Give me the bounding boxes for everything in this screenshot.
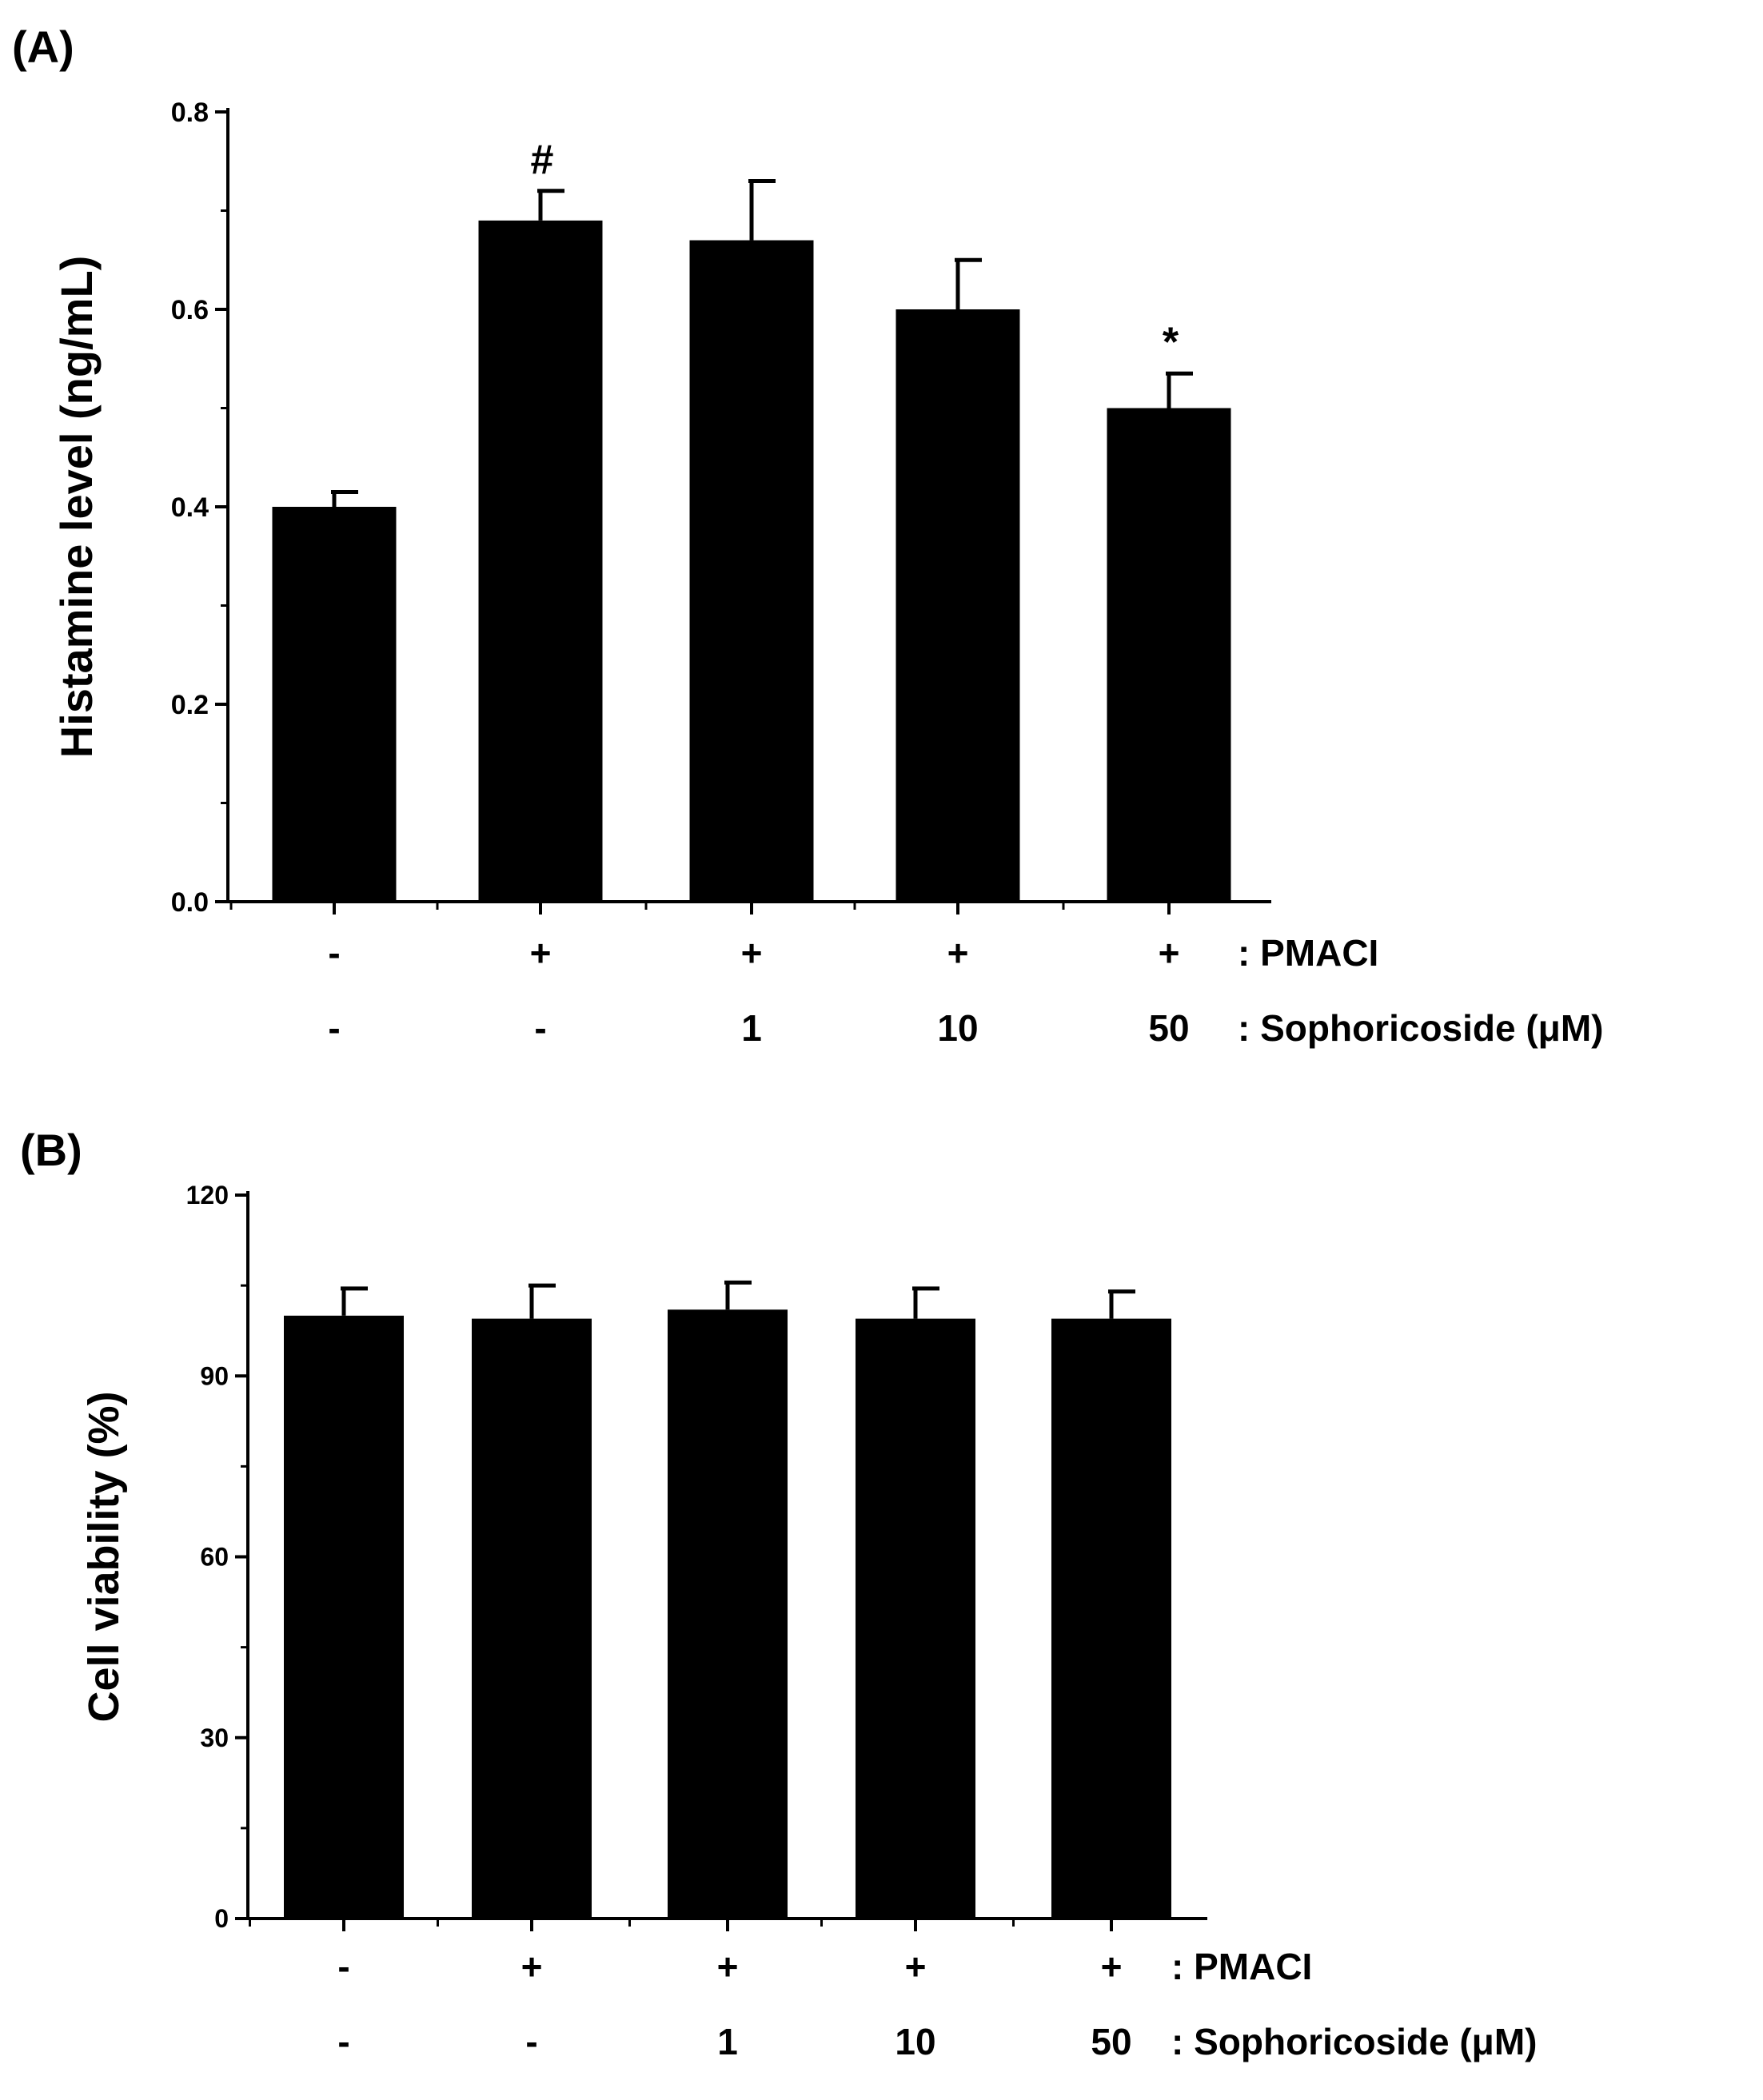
y-tick-label: 30 <box>200 1723 229 1752</box>
treatment-value: + <box>717 1946 739 1987</box>
panel-label: (B) <box>20 1125 82 1175</box>
treatment-value: - <box>534 1007 546 1049</box>
panel-label: (A) <box>12 22 74 72</box>
treatment-value: 10 <box>937 1007 978 1049</box>
treatment-value: 1 <box>717 2021 738 2062</box>
treatment-value: + <box>521 1946 543 1987</box>
panel-b: (B) 0 30 60 90 120 Cell viability (%) - + + + + : PM… <box>20 1125 1537 2062</box>
treatment-value: - <box>328 932 340 974</box>
pmaci-row-label: : PMACI <box>1171 1946 1312 1987</box>
bar <box>472 1318 592 1919</box>
bar <box>689 240 814 902</box>
treatment-value: 1 <box>741 1007 762 1049</box>
bar <box>284 1315 404 1919</box>
treatment-value: - <box>337 2021 349 2062</box>
y-tick-label: 0.8 <box>171 98 209 128</box>
y-tick-label: 0.0 <box>171 887 209 918</box>
pmaci-row-label: : PMACI <box>1238 932 1378 974</box>
y-tick-label: 0.4 <box>171 492 209 523</box>
treatment-value: - <box>337 1946 349 1987</box>
y-tick-label: 120 <box>186 1181 229 1209</box>
significance-marker: * <box>1163 319 1179 365</box>
y-tick-label: 60 <box>200 1543 229 1572</box>
treatment-value: 50 <box>1148 1007 1189 1049</box>
bar <box>895 309 1020 902</box>
y-tick-label: 0.6 <box>171 295 209 325</box>
bar <box>478 220 603 903</box>
y-tick-label: 90 <box>200 1361 229 1390</box>
sophoricoside-row-label: : Sophoricoside (μM) <box>1171 2021 1537 2062</box>
treatment-value: - <box>328 1007 340 1049</box>
bar <box>668 1309 788 1919</box>
treatment-value: + <box>1101 1946 1123 1987</box>
bar <box>272 507 397 902</box>
treatment-value: + <box>530 932 552 974</box>
y-axis-label: Histamine level (ng/mL) <box>51 256 102 759</box>
treatment-value: - <box>525 2021 537 2062</box>
treatment-value: + <box>905 1946 927 1987</box>
treatment-value: + <box>741 932 763 974</box>
treatment-value: 10 <box>895 2021 935 2062</box>
bar <box>1107 408 1231 902</box>
treatment-value: 50 <box>1091 2021 1131 2062</box>
panel-a: (A) # * 0.0 0.2 0.4 0.6 0.8 Histamine level (ng/… <box>12 22 1603 1049</box>
y-tick-label: 0 <box>214 1904 229 1933</box>
treatment-value: + <box>947 932 969 974</box>
y-tick-label: 0.2 <box>171 690 209 720</box>
treatment-value: + <box>1159 932 1180 974</box>
sophoricoside-row-label: : Sophoricoside (μM) <box>1238 1007 1603 1049</box>
significance-marker: # <box>531 137 554 183</box>
y-axis-label: Cell viability (%) <box>80 1391 128 1722</box>
bar <box>856 1318 975 1919</box>
bar <box>1051 1318 1171 1919</box>
